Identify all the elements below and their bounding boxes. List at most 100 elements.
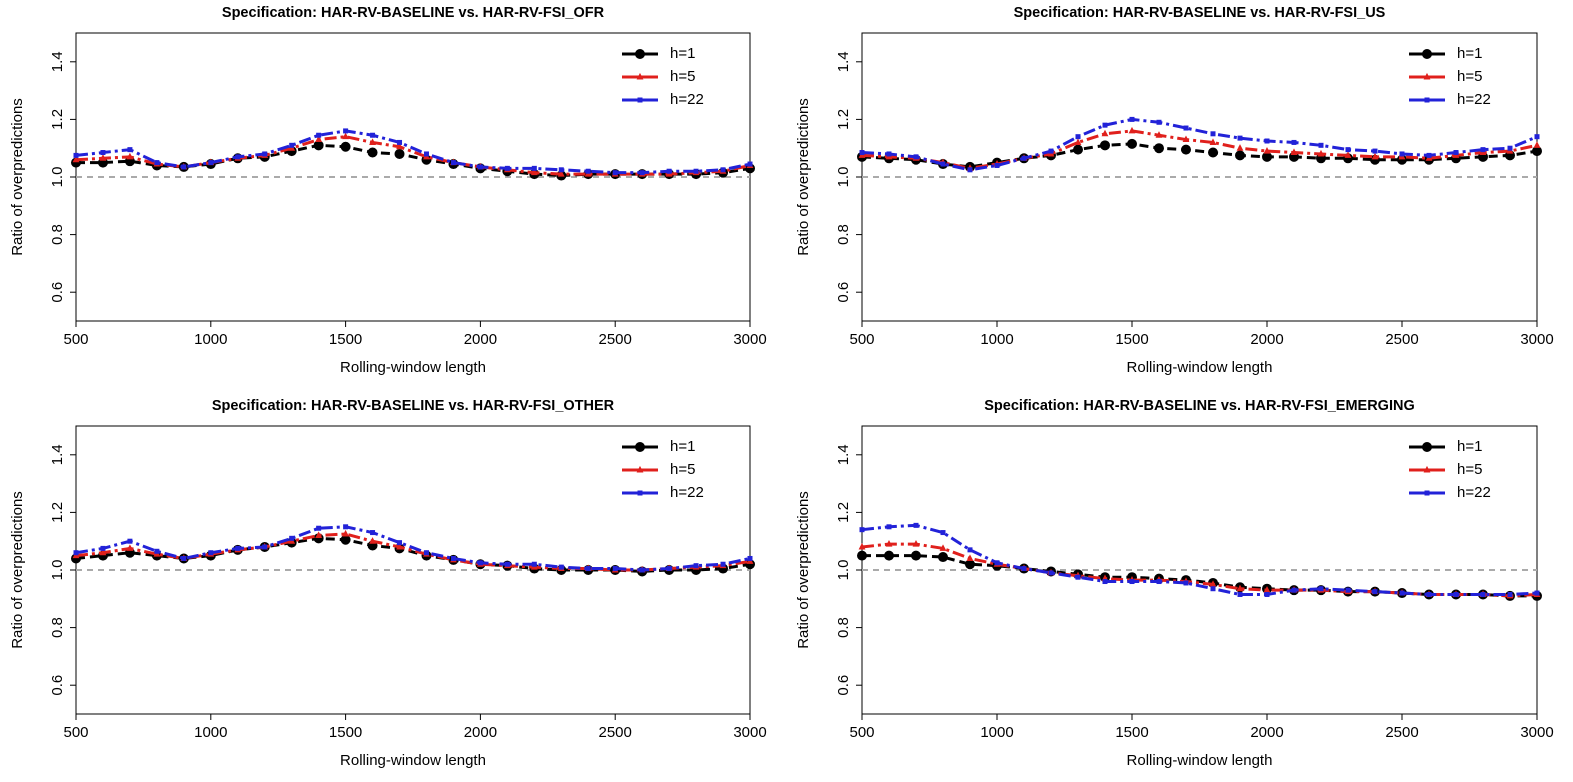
marker xyxy=(530,168,538,176)
series-line xyxy=(861,117,1538,172)
marker xyxy=(913,154,919,160)
x-tick-label: 3000 xyxy=(1520,724,1553,741)
marker xyxy=(1073,144,1083,155)
chart-title: Specification: HAR-RV-BASELINE vs. HAR-R… xyxy=(212,398,615,414)
marker xyxy=(1021,566,1027,572)
legend-label: h=5 xyxy=(670,68,695,85)
x-tick-label: 500 xyxy=(849,724,874,741)
legend-label: h=1 xyxy=(1457,45,1482,62)
marker xyxy=(340,534,351,545)
marker xyxy=(1182,135,1190,143)
marker xyxy=(100,150,106,156)
y-tick-label: 0.8 xyxy=(835,224,852,245)
marker xyxy=(343,524,349,530)
marker xyxy=(884,550,894,561)
marker xyxy=(965,559,975,570)
chart-title: Specification: HAR-RV-BASELINE vs. HAR-R… xyxy=(222,5,605,21)
y-tick-label: 0.6 xyxy=(49,282,66,303)
marker xyxy=(1344,151,1352,158)
marker xyxy=(1532,146,1542,157)
x-axis-label: Rolling-window length xyxy=(1127,752,1273,769)
marker xyxy=(477,164,483,170)
marker xyxy=(1262,151,1272,162)
marker xyxy=(423,151,429,157)
marker xyxy=(289,535,295,541)
marker xyxy=(1533,141,1541,148)
marker xyxy=(99,154,107,161)
y-tick-label: 0.8 xyxy=(49,224,66,245)
marker xyxy=(99,548,107,556)
marker xyxy=(208,160,214,166)
y-tick-label: 1.4 xyxy=(835,444,852,465)
legend-label: h=22 xyxy=(1457,91,1491,108)
marker xyxy=(396,142,403,150)
legend-label: h=22 xyxy=(670,91,704,108)
x-axis-label: Rolling-window length xyxy=(340,752,486,769)
marker xyxy=(1156,579,1162,585)
marker xyxy=(73,152,79,158)
marker xyxy=(612,566,618,572)
marker xyxy=(1156,119,1162,125)
marker xyxy=(1127,138,1137,149)
marker xyxy=(585,168,591,174)
marker xyxy=(1183,580,1189,586)
marker xyxy=(100,545,106,551)
marker xyxy=(1424,490,1430,496)
y-tick-label: 1.2 xyxy=(835,109,852,130)
x-tick-label: 3000 xyxy=(733,724,766,741)
x-tick-label: 1500 xyxy=(1115,724,1148,741)
x-tick-label: 1000 xyxy=(194,724,227,741)
marker xyxy=(557,170,565,177)
marker xyxy=(1237,135,1243,141)
marker xyxy=(127,147,133,153)
marker xyxy=(886,524,892,530)
marker xyxy=(1399,590,1405,596)
marker xyxy=(994,560,1000,566)
marker xyxy=(966,554,974,561)
marker xyxy=(1480,147,1486,153)
marker xyxy=(1235,150,1245,161)
marker xyxy=(1048,148,1054,154)
x-tick-label: 2000 xyxy=(1250,724,1283,741)
marker xyxy=(1507,145,1513,151)
x-tick-label: 2500 xyxy=(1385,724,1418,741)
marker xyxy=(1129,579,1135,585)
marker xyxy=(1291,139,1297,145)
marker xyxy=(940,161,946,167)
series-line xyxy=(75,525,751,572)
x-tick-label: 500 xyxy=(849,331,874,348)
marker xyxy=(1422,442,1432,452)
marker xyxy=(1102,122,1108,128)
marker xyxy=(1399,151,1405,157)
marker xyxy=(1021,155,1027,161)
y-tick-label: 1.0 xyxy=(49,167,66,188)
marker xyxy=(693,563,699,569)
x-tick-label: 1500 xyxy=(329,724,362,741)
marker xyxy=(126,544,134,551)
marker xyxy=(531,165,537,171)
legend-label: h=5 xyxy=(670,461,695,478)
marker xyxy=(1290,148,1298,156)
marker xyxy=(639,170,645,176)
marker xyxy=(154,160,160,166)
x-tick-label: 2500 xyxy=(599,724,632,741)
marker xyxy=(1534,134,1540,140)
series-line xyxy=(861,523,1538,596)
marker xyxy=(367,147,378,158)
marker xyxy=(859,150,865,156)
marker xyxy=(1426,591,1432,597)
marker xyxy=(73,550,79,556)
marker xyxy=(635,49,645,59)
marker xyxy=(612,170,618,176)
marker xyxy=(1048,570,1054,576)
marker xyxy=(1102,579,1108,585)
y-tick-label: 1.4 xyxy=(49,51,66,72)
marker xyxy=(1264,591,1270,597)
marker xyxy=(1453,150,1459,156)
x-tick-label: 1000 xyxy=(194,331,227,348)
y-tick-label: 0.8 xyxy=(835,617,852,638)
marker xyxy=(885,539,893,547)
marker xyxy=(693,168,699,174)
marker xyxy=(477,560,483,566)
